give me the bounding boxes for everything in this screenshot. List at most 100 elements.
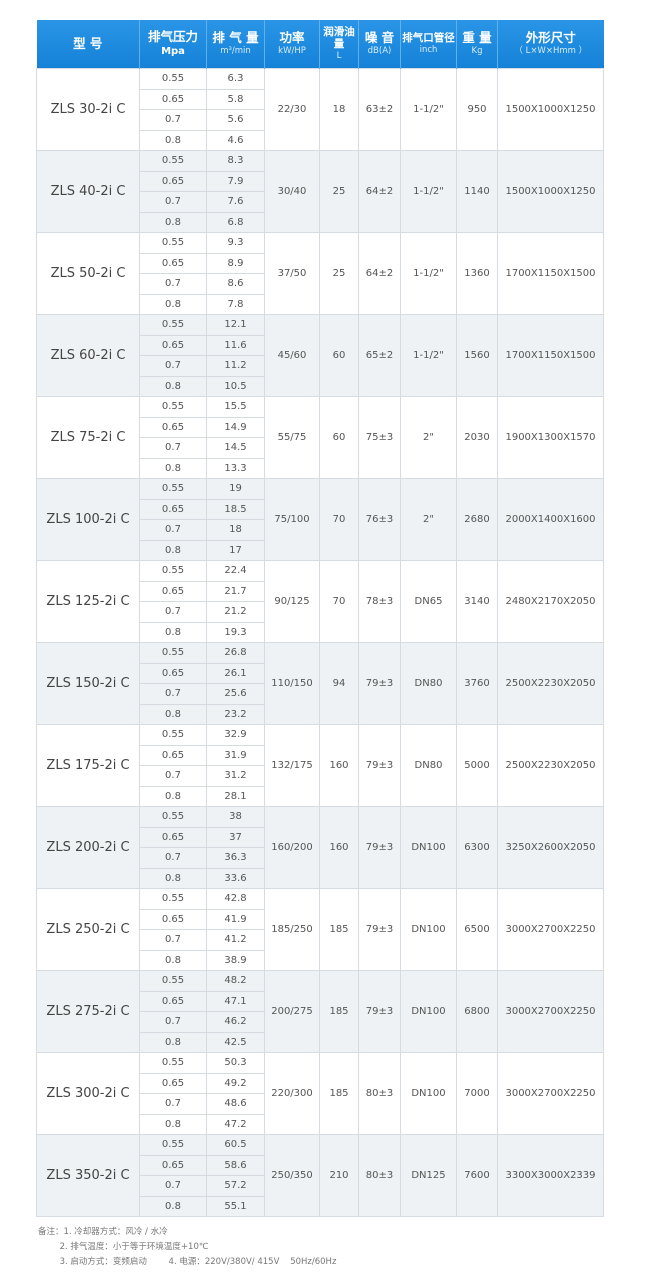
flow-cell: 26.8 [206, 642, 265, 664]
flow-cell: 55.1 [206, 1195, 265, 1217]
pipe-cell: 1-1/2" [400, 314, 457, 397]
pressure-cell: 0.8 [139, 293, 207, 315]
pressure-cell: 0.55 [139, 642, 207, 664]
noise-cell: 80±3 [358, 1052, 401, 1135]
table-row: 0.8 17 [37, 539, 604, 561]
flow-cell: 8.3 [206, 150, 265, 172]
pressure-cell: 0.55 [139, 396, 207, 418]
flow-cell: 33.6 [206, 867, 265, 889]
model-cell: ZLS 50-2i C [36, 232, 140, 315]
power-cell: 160/200 [264, 806, 320, 889]
pressure-cell: 0.65 [139, 170, 207, 192]
pipe-cell: 1-1/2" [400, 68, 457, 151]
flow-cell: 31.2 [206, 765, 265, 787]
noise-cell: 75±3 [358, 396, 401, 479]
pressure-cell: 0.55 [139, 150, 207, 172]
flow-cell: 7.6 [206, 191, 265, 213]
flow-cell: 41.2 [206, 929, 265, 951]
power-cell: 200/275 [264, 970, 320, 1053]
pressure-cell: 0.8 [139, 1031, 207, 1053]
table-row: ZLS 40-2i C 0.55 8.3 30/40 25 64±2 1-1/2" 1140 1… [36, 150, 604, 233]
flow-cell: 5.6 [206, 109, 265, 131]
flow-cell: 15.5 [206, 396, 265, 418]
pressure-cell: 0.7 [139, 437, 207, 459]
pipe-cell: DN65 [400, 560, 457, 643]
flow-cell: 14.9 [206, 416, 265, 438]
model-cell: ZLS 200-2i C [36, 806, 140, 889]
pressure-cell: 0.65 [139, 908, 207, 930]
flow-cell: 8.6 [206, 273, 265, 295]
power-cell: 75/100 [264, 478, 320, 561]
table-row: 0.65 37 [37, 826, 604, 848]
table-row: ZLS 350-2i C 0.55 60.5 250/350 210 80±3 DN125 7… [36, 1134, 604, 1217]
pressure-cell: 0.8 [139, 375, 207, 397]
model-cell: ZLS 40-2i C [36, 150, 140, 233]
weight-cell: 6800 [456, 970, 498, 1053]
flow-cell: 32.9 [206, 724, 265, 746]
dims-cell: 3000X2700X2250 [497, 888, 604, 971]
weight-cell: 3140 [456, 560, 498, 643]
table-row: ZLS 250-2i C 0.55 42.8 185/250 185 79±3 DN100 6… [36, 888, 604, 971]
table-row: ZLS 175-2i C 0.55 32.9 132/175 160 79±3 DN80 50… [36, 724, 604, 807]
weight-cell: 6300 [456, 806, 498, 889]
table-row: ZLS 60-2i C 0.55 12.1 45/60 60 65±2 1-1/2" 1560… [36, 314, 604, 397]
flow-cell: 25.6 [206, 683, 265, 705]
power-cell: 55/75 [264, 396, 320, 479]
note-line: 3. 启动方式：变频启动 4. 电源：220V/380V/ 415V 50Hz/… [38, 1257, 337, 1267]
flow-cell: 21.7 [206, 580, 265, 602]
flow-cell: 49.2 [206, 1072, 265, 1094]
power-cell: 30/40 [264, 150, 320, 233]
weight-cell: 6500 [456, 888, 498, 971]
pressure-cell: 0.7 [139, 929, 207, 951]
pressure-cell: 0.55 [139, 314, 207, 336]
pressure-cell: 0.8 [139, 211, 207, 233]
pressure-cell: 0.8 [139, 129, 207, 151]
model-cell: ZLS 125-2i C [36, 560, 140, 643]
flow-cell: 18.5 [206, 498, 265, 520]
table-row: 0.7 5.6 [37, 109, 604, 131]
noise-cell: 78±3 [358, 560, 401, 643]
pressure-cell: 0.55 [139, 1052, 207, 1074]
table-row: ZLS 300-2i C 0.55 50.3 220/300 185 80±3 DN100 7… [36, 1052, 604, 1135]
oil-cell: 18 [319, 68, 359, 151]
pressure-cell: 0.7 [139, 1011, 207, 1033]
table-row: 0.8 42.5 [37, 1031, 604, 1053]
weight-cell: 2680 [456, 478, 498, 561]
pressure-cell: 0.8 [139, 785, 207, 807]
flow-cell: 58.6 [206, 1154, 265, 1176]
noise-cell: 79±3 [358, 642, 401, 725]
flow-cell: 11.2 [206, 355, 265, 377]
pressure-cell: 0.8 [139, 703, 207, 725]
dims-cell: 2500X2230X2050 [497, 724, 604, 807]
noise-cell: 79±3 [358, 970, 401, 1053]
table-row: ZLS 30-2i C 0.55 6.3 22/30 18 63±2 1-1/2" 950 15… [36, 68, 604, 151]
model-cell: ZLS 350-2i C [36, 1134, 140, 1217]
oil-cell: 160 [319, 806, 359, 889]
table-header: 型 号 排气压力 Mpa 排 气 量 m³/min 功率 kW/HP 润滑油量 L 噪 … [36, 20, 604, 69]
pressure-cell: 0.8 [139, 1113, 207, 1135]
pressure-cell: 0.7 [139, 519, 207, 541]
dims-cell: 1700X1150X1500 [497, 314, 604, 397]
dims-cell: 1500X1000X1250 [497, 68, 604, 151]
pressure-cell: 0.65 [139, 334, 207, 356]
weight-cell: 5000 [456, 724, 498, 807]
pressure-cell: 0.7 [139, 601, 207, 623]
flow-cell: 10.5 [206, 375, 265, 397]
pressure-cell: 0.55 [139, 970, 207, 992]
table-row: 0.8 47.2 [37, 1113, 604, 1135]
pressure-cell: 0.55 [139, 560, 207, 582]
model-cell: ZLS 150-2i C [36, 642, 140, 725]
model-cell: ZLS 75-2i C [36, 396, 140, 479]
header-oil: 润滑油量 L [319, 20, 359, 69]
flow-cell: 11.6 [206, 334, 265, 356]
note-line: 备注：1. 冷却器方式：风冷 / 水冷 [38, 1227, 168, 1237]
header-power: 功率 kW/HP [264, 20, 320, 69]
table-row: 0.65 21.7 [37, 580, 604, 602]
flow-cell: 21.2 [206, 601, 265, 623]
weight-cell: 950 [456, 68, 498, 151]
oil-cell: 60 [319, 396, 359, 479]
model-cell: ZLS 100-2i C [36, 478, 140, 561]
table-row: 0.65 31.9 [37, 744, 604, 766]
power-cell: 185/250 [264, 888, 320, 971]
table-row: ZLS 125-2i C 0.55 22.4 90/125 70 78±3 DN65 3140… [36, 560, 604, 643]
